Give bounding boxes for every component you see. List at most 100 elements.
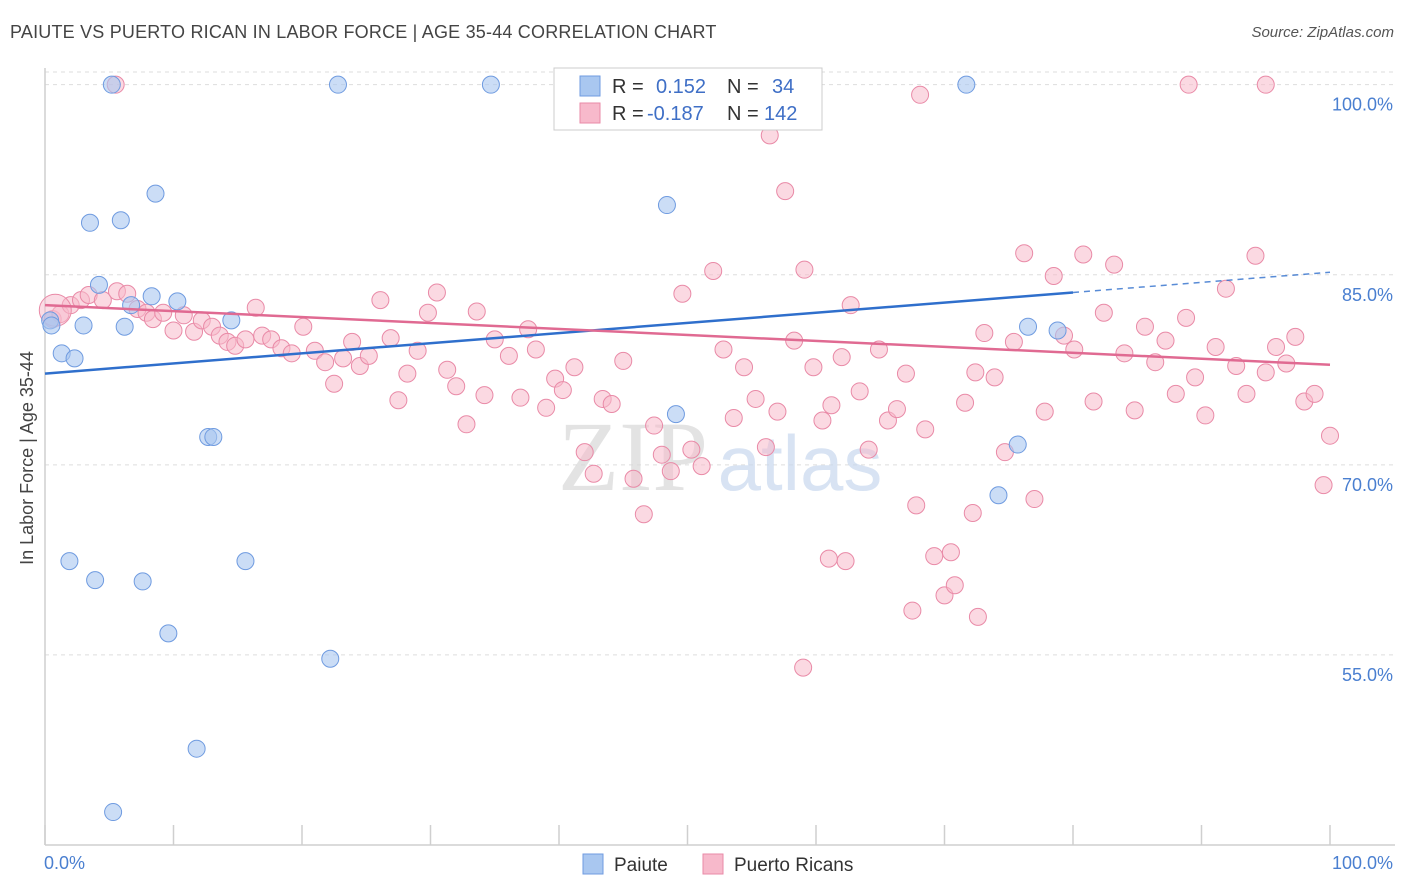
data-point-paiute <box>236 552 255 571</box>
data-point-puerto-ricans <box>822 396 841 415</box>
data-point-paiute <box>328 75 347 94</box>
data-point-puerto-ricans <box>602 395 621 414</box>
data-point-puerto-ricans <box>756 438 775 457</box>
data-point-paiute <box>111 211 130 230</box>
data-point-puerto-ricans <box>804 358 823 377</box>
bottom-legend-swatch-puerto-ricans <box>702 853 724 875</box>
data-point-puerto-ricans <box>1094 303 1113 322</box>
data-point-puerto-ricans <box>661 462 680 481</box>
data-point-puerto-ricans <box>584 464 603 483</box>
data-point-puerto-ricans <box>911 85 930 104</box>
data-point-puerto-ricans <box>447 377 466 396</box>
data-point-puerto-ricans <box>526 340 545 359</box>
y-axis-title: In Labor Force | Age 35-44 <box>17 351 37 565</box>
data-point-puerto-ricans <box>1216 279 1235 298</box>
data-point-puerto-ricans <box>975 324 994 343</box>
data-point-puerto-ricans <box>164 321 183 340</box>
legend-n-label-1: N = <box>727 76 759 98</box>
data-point-puerto-ricans <box>624 469 643 488</box>
data-point-puerto-ricans <box>246 298 265 317</box>
legend-swatch-puerto-ricans <box>579 102 601 124</box>
data-point-puerto-ricans <box>634 505 653 524</box>
data-point-puerto-ricans <box>724 408 743 427</box>
data-point-puerto-ricans <box>1179 75 1198 94</box>
data-point-puerto-ricans <box>1156 331 1175 350</box>
data-point-puerto-ricans <box>776 182 795 201</box>
data-point-puerto-ricans <box>746 389 765 408</box>
series-paiute-points <box>41 75 1067 822</box>
data-point-paiute <box>74 316 93 335</box>
legend-n-label-2: N = <box>727 103 759 125</box>
data-point-puerto-ricans <box>795 260 814 279</box>
data-point-puerto-ricans <box>903 601 922 620</box>
data-point-puerto-ricans <box>692 457 711 476</box>
data-point-puerto-ricans <box>832 348 851 367</box>
data-point-puerto-ricans <box>1305 384 1324 403</box>
data-point-paiute <box>657 196 676 215</box>
data-point-puerto-ricans <box>645 416 664 435</box>
data-point-puerto-ricans <box>916 420 935 439</box>
data-point-puerto-ricans <box>1115 344 1134 363</box>
data-point-puerto-ricans <box>1237 384 1256 403</box>
bottom-legend: Paiute Puerto Ricans <box>582 853 853 876</box>
trend-line-puerto-ricans <box>44 303 1331 366</box>
data-point-paiute <box>86 571 105 590</box>
data-point-puerto-ricans <box>985 368 1004 387</box>
data-point-puerto-ricans <box>418 303 437 322</box>
data-point-puerto-ricans <box>1256 363 1275 382</box>
data-point-puerto-ricans <box>389 391 408 410</box>
data-point-paiute <box>102 75 121 94</box>
data-point-puerto-ricans <box>966 363 985 382</box>
data-point-puerto-ricans <box>1074 245 1093 264</box>
data-point-puerto-ricans <box>316 353 335 372</box>
y-tick-label: 55.0% <box>1342 665 1393 685</box>
data-point-puerto-ricans <box>467 302 486 321</box>
y-tick-label: 85.0% <box>1342 285 1393 305</box>
data-point-paiute <box>321 649 340 668</box>
data-point-puerto-ricans <box>1025 490 1044 509</box>
data-point-puerto-ricans <box>381 329 400 348</box>
data-point-puerto-ricans <box>334 349 353 368</box>
data-point-puerto-ricans <box>1004 332 1023 351</box>
data-point-puerto-ricans <box>768 402 787 421</box>
data-point-puerto-ricans <box>1246 246 1265 265</box>
trend-lines <box>44 271 1331 375</box>
data-point-puerto-ricans <box>963 503 982 522</box>
data-point-paiute <box>115 317 134 336</box>
legend-r-label-1: R = <box>612 76 644 98</box>
y-tick-label: 100.0% <box>1332 95 1393 115</box>
data-point-puerto-ricans <box>850 382 869 401</box>
legend-r-value-2: -0.187 <box>647 103 704 125</box>
data-point-puerto-ricans <box>371 291 390 310</box>
data-point-puerto-ricans <box>673 284 692 303</box>
data-point-puerto-ricans <box>907 496 926 515</box>
data-point-puerto-ricans <box>359 346 378 365</box>
data-point-puerto-ricans <box>537 398 556 417</box>
data-point-paiute <box>481 75 500 94</box>
data-point-puerto-ricans <box>869 340 888 359</box>
data-point-paiute <box>168 292 187 311</box>
data-point-puerto-ricans <box>1321 426 1339 445</box>
data-point-puerto-ricans <box>794 658 813 677</box>
data-point-puerto-ricans <box>1206 337 1225 356</box>
data-point-puerto-ricans <box>836 552 855 571</box>
data-point-paiute <box>222 311 241 330</box>
data-point-puerto-ricans <box>1314 476 1333 495</box>
data-point-puerto-ricans <box>1035 402 1054 421</box>
data-point-puerto-ricans <box>1267 337 1286 356</box>
data-point-puerto-ricans <box>236 330 255 349</box>
data-point-puerto-ricans <box>859 440 878 459</box>
data-point-paiute <box>146 184 165 203</box>
data-point-puerto-ricans <box>704 261 723 280</box>
data-point-paiute <box>80 213 99 232</box>
data-point-paiute <box>989 486 1008 505</box>
data-point-paiute <box>89 275 108 294</box>
data-point-puerto-ricans <box>1015 244 1034 263</box>
data-point-puerto-ricans <box>398 364 417 383</box>
legend-n-value-1: 34 <box>772 76 794 98</box>
data-point-paiute <box>42 316 61 335</box>
bottom-legend-puerto-ricans: Puerto Ricans <box>734 855 853 876</box>
axes <box>44 68 1395 846</box>
watermark-atlas: atlas <box>718 419 883 507</box>
